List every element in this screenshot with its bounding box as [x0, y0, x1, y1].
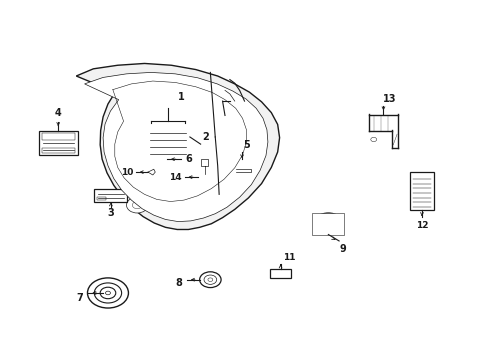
Circle shape — [203, 275, 216, 284]
Circle shape — [126, 197, 148, 213]
Bar — [163, 147, 171, 153]
Bar — [39, 131, 78, 155]
Text: 11: 11 — [282, 253, 294, 262]
Circle shape — [313, 213, 342, 234]
Circle shape — [94, 283, 122, 303]
Bar — [97, 197, 105, 201]
Circle shape — [198, 174, 207, 181]
Circle shape — [158, 157, 164, 161]
Text: 6: 6 — [184, 154, 191, 164]
Bar — [146, 123, 189, 158]
Text: 8: 8 — [175, 278, 182, 288]
Circle shape — [105, 291, 110, 295]
Circle shape — [156, 155, 167, 163]
Circle shape — [199, 272, 221, 288]
Polygon shape — [76, 63, 279, 229]
Text: 13: 13 — [382, 94, 395, 104]
Text: 3: 3 — [107, 208, 114, 218]
Bar — [180, 141, 194, 155]
Bar — [409, 172, 433, 211]
Bar — [94, 189, 127, 202]
Bar — [312, 213, 344, 234]
Circle shape — [323, 220, 332, 227]
Circle shape — [100, 287, 116, 299]
Circle shape — [370, 137, 376, 141]
Circle shape — [87, 278, 128, 308]
Text: 5: 5 — [243, 140, 250, 150]
Text: 1: 1 — [177, 92, 184, 102]
Circle shape — [132, 202, 142, 209]
Circle shape — [207, 278, 212, 282]
Circle shape — [238, 162, 245, 168]
Text: 4: 4 — [55, 108, 61, 118]
Polygon shape — [84, 72, 267, 222]
Bar — [152, 147, 159, 153]
Text: 7: 7 — [77, 293, 83, 303]
Text: 10: 10 — [121, 168, 133, 177]
Bar — [41, 134, 75, 140]
Bar — [175, 147, 183, 153]
Circle shape — [200, 171, 208, 177]
Text: 12: 12 — [415, 221, 427, 230]
Text: 2: 2 — [202, 132, 208, 142]
Bar — [41, 148, 75, 153]
Bar — [270, 269, 290, 278]
Circle shape — [318, 217, 337, 231]
Bar — [222, 103, 233, 112]
Bar — [148, 124, 187, 157]
Circle shape — [234, 159, 249, 171]
Text: 9: 9 — [339, 244, 346, 254]
Text: 14: 14 — [169, 173, 181, 182]
